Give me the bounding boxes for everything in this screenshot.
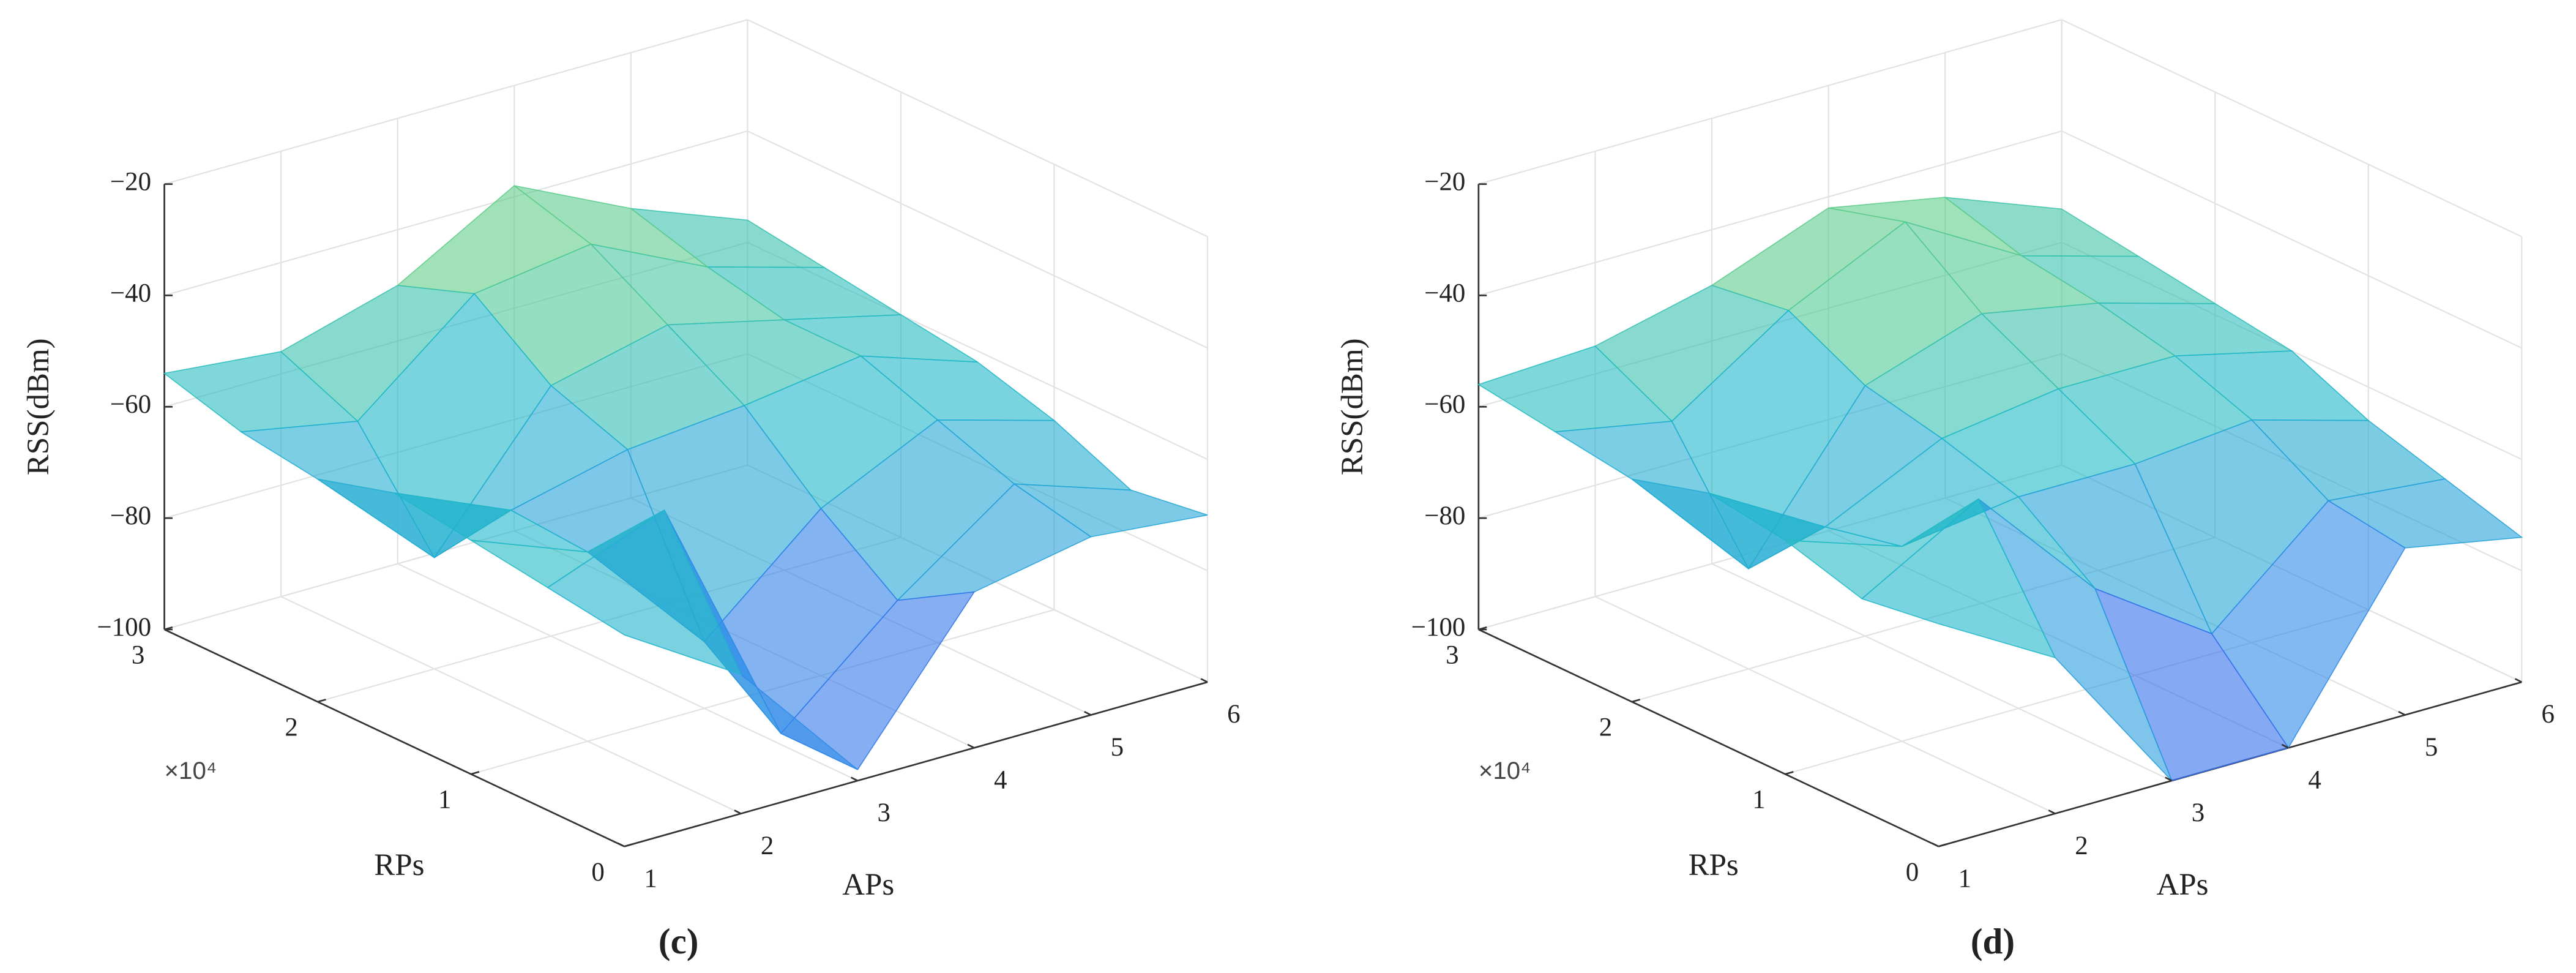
- tick-mark: [2165, 776, 2173, 782]
- y-tick-label: 0: [1906, 858, 1919, 887]
- surface-cell: [547, 509, 742, 675]
- grid-line: [1478, 19, 2063, 185]
- z-tick-label: −40: [110, 279, 151, 307]
- y-tick-label: 2: [285, 713, 297, 742]
- x-tick-label: 4: [994, 766, 1007, 795]
- y-multiplier: ×10⁴: [165, 757, 217, 784]
- x-tick-label: 1: [644, 865, 657, 893]
- y-axis-label: RPs: [1689, 848, 1739, 882]
- grid-line: [397, 563, 858, 781]
- tick-mark: [317, 699, 326, 703]
- x-axis-label: APs: [842, 868, 894, 902]
- tick-mark: [1932, 842, 1939, 847]
- panel-label: (c): [659, 921, 699, 961]
- z-tick-label: −100: [97, 613, 151, 642]
- z-tick-label: −80: [1424, 502, 1465, 530]
- tick-mark: [2048, 810, 2056, 814]
- x-tick-label: 4: [2308, 766, 2321, 795]
- panel: −100 −80 −60 −40 −20 0 1 2 3 1 2 3 4 5 6 ×10⁴ RPs APs RSS(…: [1335, 19, 2555, 961]
- surface-cell: [1861, 498, 2056, 659]
- y-axis: [163, 628, 625, 847]
- x-tick-label: 3: [877, 798, 890, 827]
- grid-line: [164, 19, 748, 185]
- z-tick-label: −60: [110, 390, 151, 419]
- tick-mark: [2398, 711, 2406, 716]
- z-axis-label: RSS(dBm): [21, 338, 56, 475]
- tick-mark: [2281, 743, 2289, 749]
- y-tick-label: 2: [1599, 713, 1612, 742]
- x-axis-label: APs: [2156, 868, 2208, 902]
- tick-mark: [1785, 771, 1794, 775]
- x-tick-label: 2: [2075, 832, 2088, 860]
- grid-line: [1478, 130, 2063, 296]
- x-axis: [624, 681, 1208, 847]
- tick-mark: [734, 810, 742, 814]
- y-axis-label: RPs: [374, 848, 424, 882]
- y-multiplier: ×10⁴: [1479, 757, 1531, 784]
- grid-line: [280, 596, 742, 814]
- x-tick-label: 6: [2541, 700, 2554, 729]
- y-tick-label: 0: [591, 858, 604, 887]
- z-tick-label: −60: [1424, 390, 1465, 419]
- x-tick-label: 5: [2425, 733, 2438, 762]
- tick-mark: [967, 743, 975, 749]
- y-tick-label: 1: [438, 786, 451, 814]
- x-tick-label: 3: [2192, 798, 2205, 827]
- y-tick-label: 3: [132, 641, 144, 670]
- panel: −100 −80 −60 −40 −20 0 1 2 3 1 2 3 4 5 6 ×10⁴ RPs APs RSS(…: [21, 19, 1241, 961]
- grid-line: [747, 19, 1208, 238]
- tick-mark: [1200, 678, 1208, 683]
- tick-mark: [164, 626, 173, 631]
- z-axis-label: RSS(dBm): [1335, 338, 1370, 475]
- tick-mark: [471, 771, 480, 775]
- tick-mark: [1632, 699, 1641, 703]
- grid-line: [2061, 19, 2522, 238]
- z-tick-label: −20: [1424, 167, 1465, 196]
- grid-line: [164, 130, 748, 296]
- grid-line: [1594, 596, 2056, 814]
- grid-line: [747, 130, 1208, 349]
- tick-mark: [624, 843, 633, 847]
- tick-mark: [617, 842, 625, 847]
- y-axis: [1478, 628, 1939, 847]
- y-tick-label: 1: [1752, 786, 1765, 814]
- z-tick-label: −20: [110, 167, 151, 196]
- x-tick-label: 1: [1958, 865, 1971, 893]
- x-tick-label: 2: [761, 832, 774, 860]
- z-tick-label: −40: [1424, 279, 1465, 307]
- z-tick-label: −80: [110, 502, 151, 530]
- tick-mark: [1938, 843, 1947, 847]
- tick-mark: [2514, 678, 2522, 683]
- grid-line: [2061, 130, 2522, 349]
- tick-mark: [1478, 626, 1487, 631]
- z-tick-label: −100: [1411, 613, 1466, 642]
- y-tick-label: 3: [1446, 641, 1458, 670]
- panel-label: (d): [1971, 921, 2015, 961]
- grid-line: [1711, 563, 2173, 781]
- tick-mark: [1084, 711, 1092, 716]
- tick-mark: [850, 776, 858, 782]
- x-tick-label: 6: [1227, 700, 1240, 729]
- x-tick-label: 5: [1111, 733, 1124, 762]
